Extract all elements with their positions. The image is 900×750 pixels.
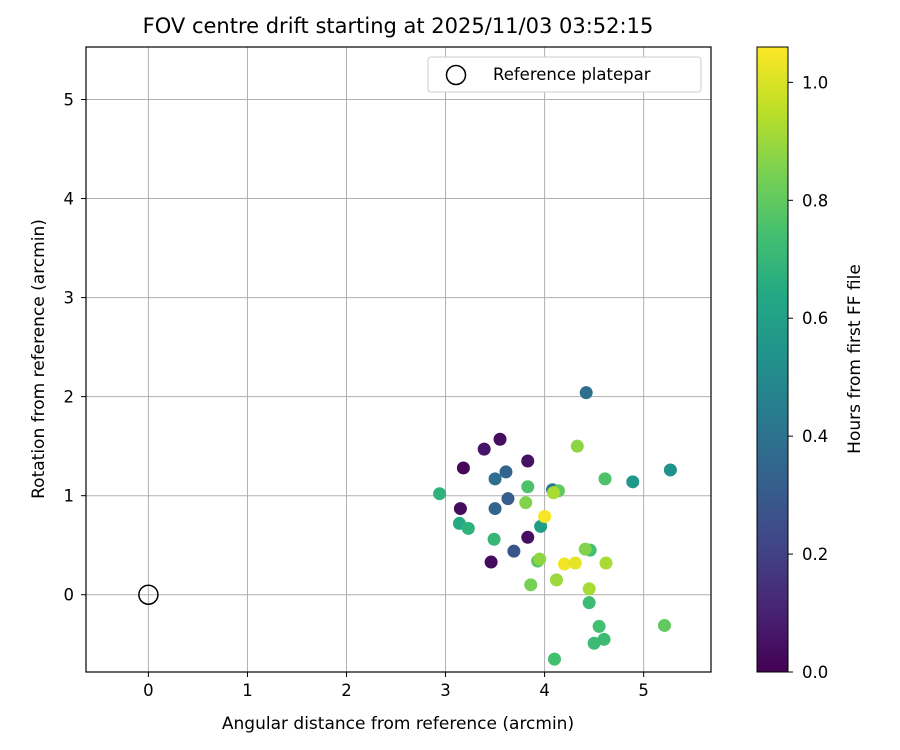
chart-title: FOV centre drift starting at 2025/11/03 …	[143, 14, 654, 38]
reference-marker	[138, 584, 159, 605]
x-tick-label: 5	[638, 681, 649, 700]
data-point	[453, 502, 467, 516]
x-tick-label: 3	[440, 681, 451, 700]
x-axis-label: Angular distance from reference (arcmin)	[222, 714, 574, 734]
y-axis-ticks: 0 1 2 3 4 5	[64, 90, 86, 605]
y-tick-label: 4	[64, 190, 75, 209]
data-point	[592, 619, 606, 633]
colorbar: 0.0 0.2 0.4 0.6 0.8 1.0 Hours from first FF f…	[756, 46, 865, 682]
data-point	[549, 573, 563, 587]
reference-point	[138, 584, 159, 605]
data-point	[521, 530, 535, 544]
data-point	[538, 509, 552, 523]
colorbar-label: Hours from first FF file	[845, 264, 865, 454]
data-point	[598, 472, 612, 486]
legend-box	[427, 56, 702, 93]
y-tick-label: 5	[64, 90, 75, 109]
colorbar-tick-label: 0.0	[802, 663, 828, 682]
legend: Reference platepar	[427, 56, 702, 93]
y-tick-label: 0	[64, 586, 75, 605]
legend-marker-icon	[445, 64, 467, 86]
data-point	[587, 636, 601, 650]
y-tick-label: 1	[64, 487, 75, 506]
y-axis-label: Rotation from reference (arcmin)	[29, 219, 49, 499]
colorbar-tick-label: 0.8	[802, 191, 828, 210]
data-point	[499, 465, 513, 479]
data-point	[519, 496, 533, 510]
data-point	[582, 582, 596, 596]
y-tick-label: 3	[64, 289, 75, 308]
data-point	[568, 556, 582, 570]
data-point	[484, 555, 498, 569]
colorbar-tick-label: 0.2	[802, 545, 828, 564]
data-point	[599, 556, 613, 570]
data-point	[547, 486, 561, 500]
data-point	[663, 463, 677, 477]
data-point	[548, 652, 562, 666]
data-point	[579, 386, 593, 400]
x-tick-label: 1	[242, 681, 253, 700]
data-point	[534, 519, 548, 533]
x-tick-label: 4	[539, 681, 550, 700]
data-point	[501, 492, 515, 506]
x-tick-label: 0	[143, 681, 154, 700]
data-point	[477, 442, 491, 456]
data-point	[557, 557, 571, 571]
data-point	[488, 502, 502, 516]
colorbar-tick-label: 0.4	[802, 427, 828, 446]
data-point	[493, 432, 507, 446]
y-tick-label: 2	[64, 388, 75, 407]
data-point	[521, 480, 535, 494]
data-point	[507, 544, 521, 558]
x-tick-label: 2	[341, 681, 352, 700]
colorbar-tick-label: 1.0	[802, 73, 828, 92]
data-point	[626, 475, 640, 489]
data-point	[657, 618, 671, 632]
data-point	[533, 552, 547, 566]
data-points	[433, 386, 677, 666]
data-point	[521, 454, 535, 468]
data-point	[597, 632, 611, 646]
data-point	[488, 472, 502, 486]
data-point	[582, 596, 596, 610]
plot-frame	[85, 46, 712, 673]
colorbar-ticks: 0.0 0.2 0.4 0.6 0.8 1.0	[788, 73, 828, 682]
data-point	[524, 578, 538, 592]
data-point	[461, 521, 475, 535]
data-point	[456, 461, 470, 475]
colorbar-tick-label: 0.6	[802, 309, 828, 328]
grid-lines	[86, 47, 711, 672]
data-point	[570, 439, 584, 453]
colorbar-gradient	[756, 46, 789, 673]
data-point	[578, 542, 592, 556]
data-point	[487, 532, 501, 546]
legend-label: Reference platepar	[493, 65, 651, 84]
x-axis-ticks: 0 1 2 3 4 5	[143, 672, 649, 700]
data-point	[433, 487, 447, 501]
